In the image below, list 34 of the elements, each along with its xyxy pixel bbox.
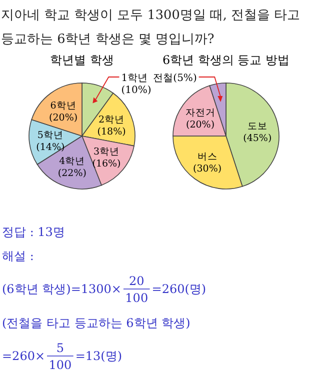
text: 정답 : 13명 [2,225,65,239]
data-label: (14%) [36,142,65,153]
text: 등교하는 6학년 학생은 몇 명입니까? [1,32,214,47]
slice-label: 전철(5%) [153,73,197,84]
slice-label: 5학년 [37,130,64,141]
slice-label: 자전거 [185,107,216,118]
data-label: (10%) [121,85,152,96]
slice-label: 6학년 [50,100,76,112]
data-label: (18%) [97,126,126,138]
text: 지아네 학교 학생이 모두 1300명일 때, 전철을 타고 [1,8,300,23]
slice-label: 4학년 [59,156,86,168]
text: (6학년 학생)=1300× [2,282,122,296]
data-label: (20%) [49,112,78,124]
text: =260(명) [152,282,206,296]
text: (전철을 타고 등교하는 6학년 학생) [2,316,190,330]
data-label: (45%) [243,133,272,144]
chart-title: 6학년 학생의 등교 방법 [162,53,290,67]
data-label: (22%) [58,168,86,180]
data-label: (30%) [193,164,222,175]
data-label: (20%) [186,119,215,130]
slice-label: 2학년 [98,114,125,126]
text: =13(명) [75,349,122,363]
text: =260× [2,349,46,363]
text: 20 [128,274,144,288]
slice-label: 3학년 [93,146,120,158]
text: 100 [48,358,72,372]
text: 100 [125,291,148,305]
data-label: (16%) [92,158,121,170]
slice-label: 도보 [247,121,268,132]
text: 5 [56,341,64,355]
slice-label: 버스 [197,152,218,163]
slice-label: 1학년 [121,73,148,84]
text: 해설 : [2,249,34,263]
chart-title: 학년별 학생 [50,53,114,67]
